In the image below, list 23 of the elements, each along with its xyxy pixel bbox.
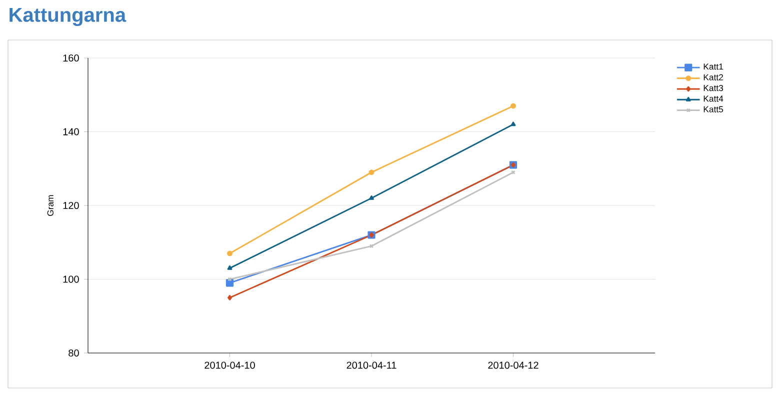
y-tick-label: 140 [63,128,79,136]
x-tick-label: 2010-04-12 [488,362,538,369]
y-tick-label: 80 [68,349,79,357]
y-tick-label: 120 [63,202,79,210]
x-tick-label: 2010-04-10 [204,362,255,369]
y-tick-label: 160 [63,54,79,62]
point [228,294,232,300]
point [227,250,232,256]
point [226,279,234,287]
chart-title: Kattungarna [10,8,126,26]
point [227,265,232,270]
legend-label: Katt1 [704,64,723,70]
legend-label: Katt5 [704,106,724,112]
legend-label: Katt4 [704,96,724,102]
point [510,122,516,126]
legend-label: Katt2 [704,74,723,80]
point [368,170,374,176]
y-axis-title: Gram [47,195,54,216]
legend-label: Katt3 [704,84,724,92]
point [510,103,516,109]
x-tick-label: 2010-04-11 [346,362,396,369]
point [369,195,374,200]
y-tick-label: 100 [63,276,79,283]
